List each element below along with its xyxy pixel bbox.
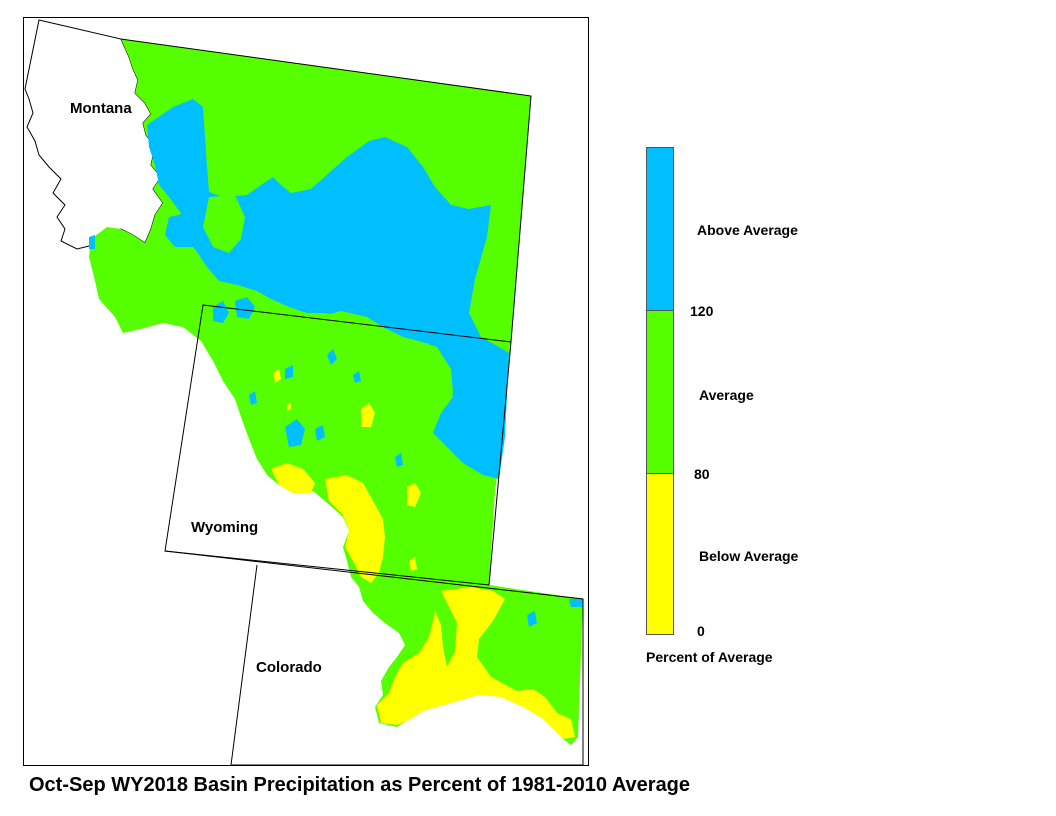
basin-map — [23, 17, 589, 766]
colorado-boundary — [164, 550, 584, 766]
montana-wyoming-line — [120, 38, 532, 343]
legend-label-below: Below Average — [699, 548, 799, 564]
blue-patch-mid2 — [235, 297, 255, 319]
blue-patch-nw — [89, 235, 95, 249]
legend-label-above: Above Average — [697, 222, 798, 238]
legend-swatch-below — [646, 473, 674, 635]
legend-swatch-above — [646, 147, 674, 311]
legend-break-high: 120 — [690, 303, 714, 319]
legend-break-mid: 80 — [694, 466, 710, 482]
legend-label-average: Average — [699, 387, 754, 403]
state-label-montana: Montana — [70, 100, 132, 117]
yellow-spot-4 — [409, 557, 417, 571]
green-island-co — [379, 589, 401, 617]
blue-patch-left — [165, 213, 197, 247]
legend-break-low: 0 — [697, 623, 705, 639]
basin-below-average-region-1 — [271, 463, 315, 493]
blue-patch-se — [569, 599, 583, 607]
green-inset-1 — [203, 195, 245, 253]
wyoming-boundary — [164, 304, 512, 586]
blue-patch-w4 — [353, 371, 361, 383]
basin-above-average-region — [147, 99, 509, 479]
blue-patch-w5 — [395, 453, 403, 467]
basin-below-average-region-2 — [325, 475, 385, 583]
legend-caption: Percent of Average — [646, 649, 773, 665]
blue-patch-w2 — [315, 425, 325, 441]
map-frame: Montana Wyoming Colorado — [23, 17, 589, 766]
state-label-wyoming: Wyoming — [191, 519, 259, 536]
state-label-colorado: Colorado — [256, 659, 322, 676]
yellow-spot-2 — [407, 483, 421, 507]
blue-patch-w6 — [249, 391, 257, 405]
yellow-spot-1 — [361, 403, 375, 427]
blue-patch-w3 — [327, 349, 337, 365]
green-inset-2 — [299, 311, 453, 447]
blue-patch-c1 — [527, 611, 537, 627]
map-title: Oct-Sep WY2018 Basin Precipitation as Pe… — [29, 774, 691, 796]
basin-below-average-region-3 — [377, 587, 575, 739]
blue-patch-w7 — [285, 365, 293, 379]
legend-swatch-average — [646, 310, 674, 474]
yellow-spot-5 — [287, 403, 291, 411]
yellow-spot-3 — [273, 369, 281, 383]
blue-patch-w1 — [285, 419, 305, 447]
